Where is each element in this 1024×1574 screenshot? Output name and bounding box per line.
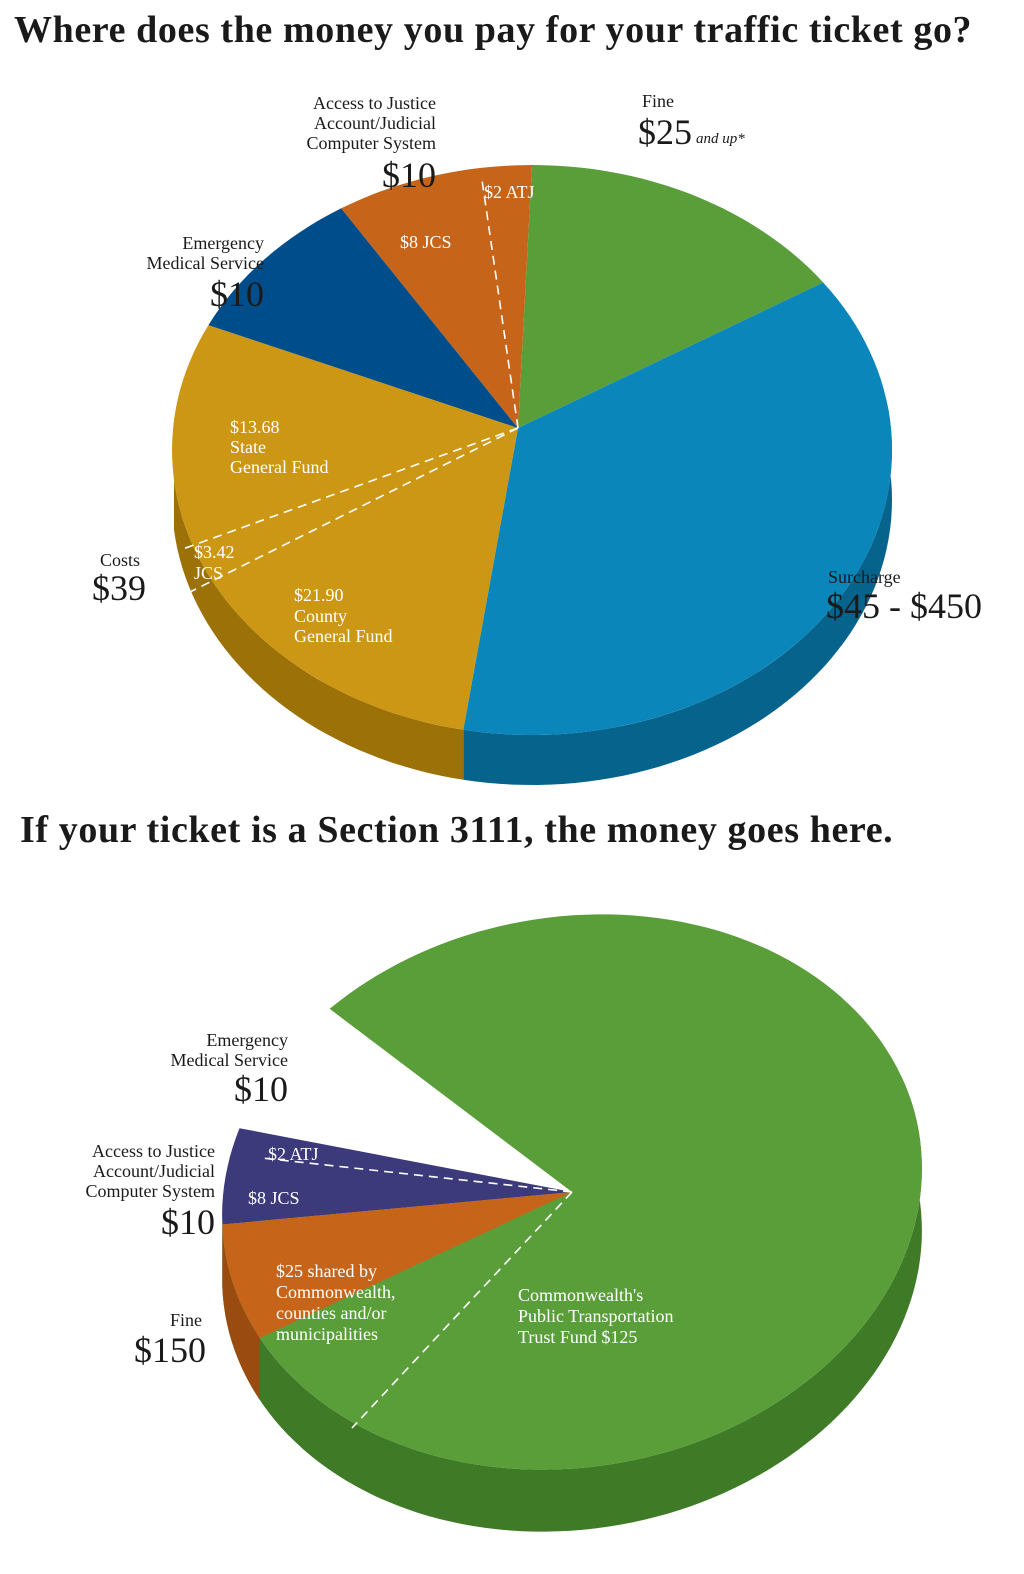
label-county-fund-line3: General Fund (294, 626, 392, 646)
value-costs: $39 (92, 568, 146, 608)
label-county-fund-line2: County (294, 606, 347, 626)
chart1-title: Where does the money you pay for your tr… (14, 9, 973, 51)
slice-surcharge (463, 282, 892, 735)
chart1-pie: $2 ATJ $8 JCS $13.68 State General Fund … (92, 91, 982, 785)
label-ems-line2: Medical Service (147, 253, 264, 273)
value-fine: $25 (638, 112, 692, 152)
label-ems-line1: Emergency (182, 233, 264, 253)
chart1-side-walls (174, 400, 892, 785)
chart1-dividers (179, 179, 519, 593)
divider-fine-split (351, 1191, 573, 1429)
value-surcharge: $45 - $450 (826, 586, 982, 626)
chart2-title: If your ticket is a Section 3111, the mo… (20, 809, 894, 851)
label2-trust-line2: Public Transportation (518, 1306, 674, 1326)
label-atj-line1: Access to Justice (313, 93, 436, 113)
label2-fine: Fine (170, 1310, 202, 1330)
label2-shared-line2: Commonwealth, (276, 1282, 396, 1302)
label-state-fund-amount: $13.68 (230, 417, 280, 437)
slice2-atj (222, 1192, 573, 1338)
slice2-ems (222, 1128, 572, 1225)
label2-atj-line3: Computer System (86, 1181, 216, 1201)
label2-ems-line2: Medical Service (171, 1050, 288, 1070)
label-state-fund-line3: General Fund (230, 457, 328, 477)
label-costs: Costs (100, 550, 140, 570)
slice-fine (518, 165, 824, 428)
chart2-dividers (261, 1157, 573, 1429)
divider-atj-jcs (481, 179, 519, 429)
label-atj-line2: Account/Judicial (314, 113, 436, 133)
label2-trust-line1: Commonwealth's (518, 1285, 643, 1305)
label-atj-jcs: $8 JCS (400, 232, 452, 252)
value-fine-suffix: and up* (696, 131, 745, 147)
label-costs-jcs-amount: $3.42 (194, 542, 235, 562)
label-surcharge: Surcharge (828, 567, 901, 587)
value2-atj: $10 (161, 1202, 215, 1242)
label2-shared-line3: counties and/or (276, 1303, 386, 1323)
label2-atj-line1: Access to Justice (92, 1141, 215, 1161)
slice-ems (208, 208, 518, 428)
label-state-fund-line2: State (230, 437, 266, 457)
value-ems: $10 (210, 274, 264, 314)
divider-jcs-county (189, 427, 519, 593)
label2-atj-atj: $2 ATJ (268, 1144, 319, 1164)
label-county-fund-amount: $21.90 (294, 585, 344, 605)
label2-atj-jcs: $8 JCS (248, 1188, 300, 1208)
slice2-fine (222, 914, 922, 1470)
slice-costs-side (174, 479, 464, 780)
chart2-slices (222, 914, 922, 1470)
label-fine: Fine (642, 91, 674, 111)
slice2-atj-side (222, 1224, 260, 1400)
chart2-side-walls (222, 1075, 922, 1532)
label2-shared-line4: municipalities (276, 1324, 378, 1344)
label-atj-line3: Computer System (307, 133, 437, 153)
value-atj: $10 (382, 155, 436, 195)
value2-ems: $10 (234, 1069, 288, 1109)
label-costs-jcs-name: JCS (194, 563, 223, 583)
value2-fine: $150 (134, 1330, 206, 1370)
label-atj-atj: $2 ATJ (484, 182, 535, 202)
slice-costs (172, 325, 518, 730)
label2-ems-line1: Emergency (206, 1030, 288, 1050)
chart2-pie: $2 ATJ $8 JCS $25 shared by Commonwealth… (86, 914, 922, 1532)
slice-surcharge-side (463, 400, 892, 785)
label2-trust-line3: Trust Fund $125 (518, 1327, 637, 1347)
slice-atj (341, 165, 532, 428)
label2-atj-line2: Account/Judicial (93, 1161, 215, 1181)
label2-shared-line1: $25 shared by (276, 1261, 377, 1281)
chart1-slices (172, 165, 892, 735)
divider-atj-jcs-2 (261, 1157, 573, 1193)
